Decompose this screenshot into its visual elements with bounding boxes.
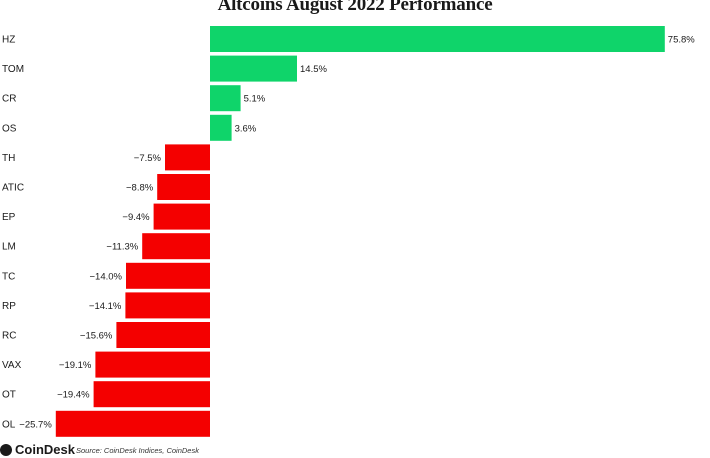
- bar-tc: [126, 262, 210, 289]
- category-label: ATIC: [2, 183, 24, 194]
- bar-ep: [153, 203, 210, 230]
- category-label: LM: [2, 242, 16, 253]
- bar-atic: [157, 174, 210, 200]
- value-label: −8.8%: [126, 183, 154, 194]
- chart-title: Altcoins August 2022 Performance: [217, 0, 493, 15]
- bar-ol: [55, 410, 210, 437]
- value-label: −25.7%: [19, 419, 52, 430]
- bar-hz: [210, 26, 665, 52]
- category-label: RC: [2, 331, 16, 342]
- bar-rc: [116, 322, 210, 348]
- coindesk-logo: CoinDesk: [0, 442, 75, 457]
- category-label: EP: [2, 212, 16, 223]
- value-label: −11.3%: [106, 242, 138, 253]
- bar-rp: [125, 292, 210, 319]
- bar-vax: [95, 351, 210, 378]
- category-label: TC: [2, 271, 15, 282]
- category-label: TH: [2, 153, 15, 164]
- value-label: −14.0%: [90, 271, 123, 282]
- category-label: RP: [2, 301, 16, 312]
- bar-th: [165, 144, 210, 171]
- bar-tom: [210, 55, 297, 82]
- category-label: OS: [2, 123, 17, 134]
- bar-ot: [93, 381, 210, 408]
- category-label: OL: [2, 419, 16, 430]
- coindesk-icon: [0, 443, 12, 456]
- value-label: 14.5%: [300, 64, 327, 75]
- value-label: −9.4%: [122, 212, 150, 223]
- brand-name: CoinDesk: [15, 442, 75, 457]
- value-label: −15.6%: [80, 331, 113, 342]
- value-label: −19.1%: [59, 360, 92, 371]
- value-label: −7.5%: [134, 153, 162, 164]
- bar-cr: [210, 85, 241, 112]
- category-label: HZ: [2, 35, 15, 46]
- bar-lm: [142, 233, 210, 260]
- category-label: CR: [2, 94, 16, 105]
- category-label: OT: [2, 390, 16, 401]
- value-label: 75.8%: [668, 35, 695, 46]
- value-label: −14.1%: [89, 301, 122, 312]
- value-label: −19.4%: [57, 390, 90, 401]
- source-note: Source: CoinDesk Indices, CoinDesk: [76, 446, 199, 455]
- chart-footer: CoinDesk Source: CoinDesk Indices, CoinD…: [0, 442, 710, 458]
- value-label: 3.6%: [235, 123, 257, 134]
- category-label: TOM: [2, 64, 24, 75]
- category-label: VAX: [2, 360, 22, 371]
- bar-os: [210, 114, 232, 141]
- value-label: 5.1%: [244, 94, 266, 105]
